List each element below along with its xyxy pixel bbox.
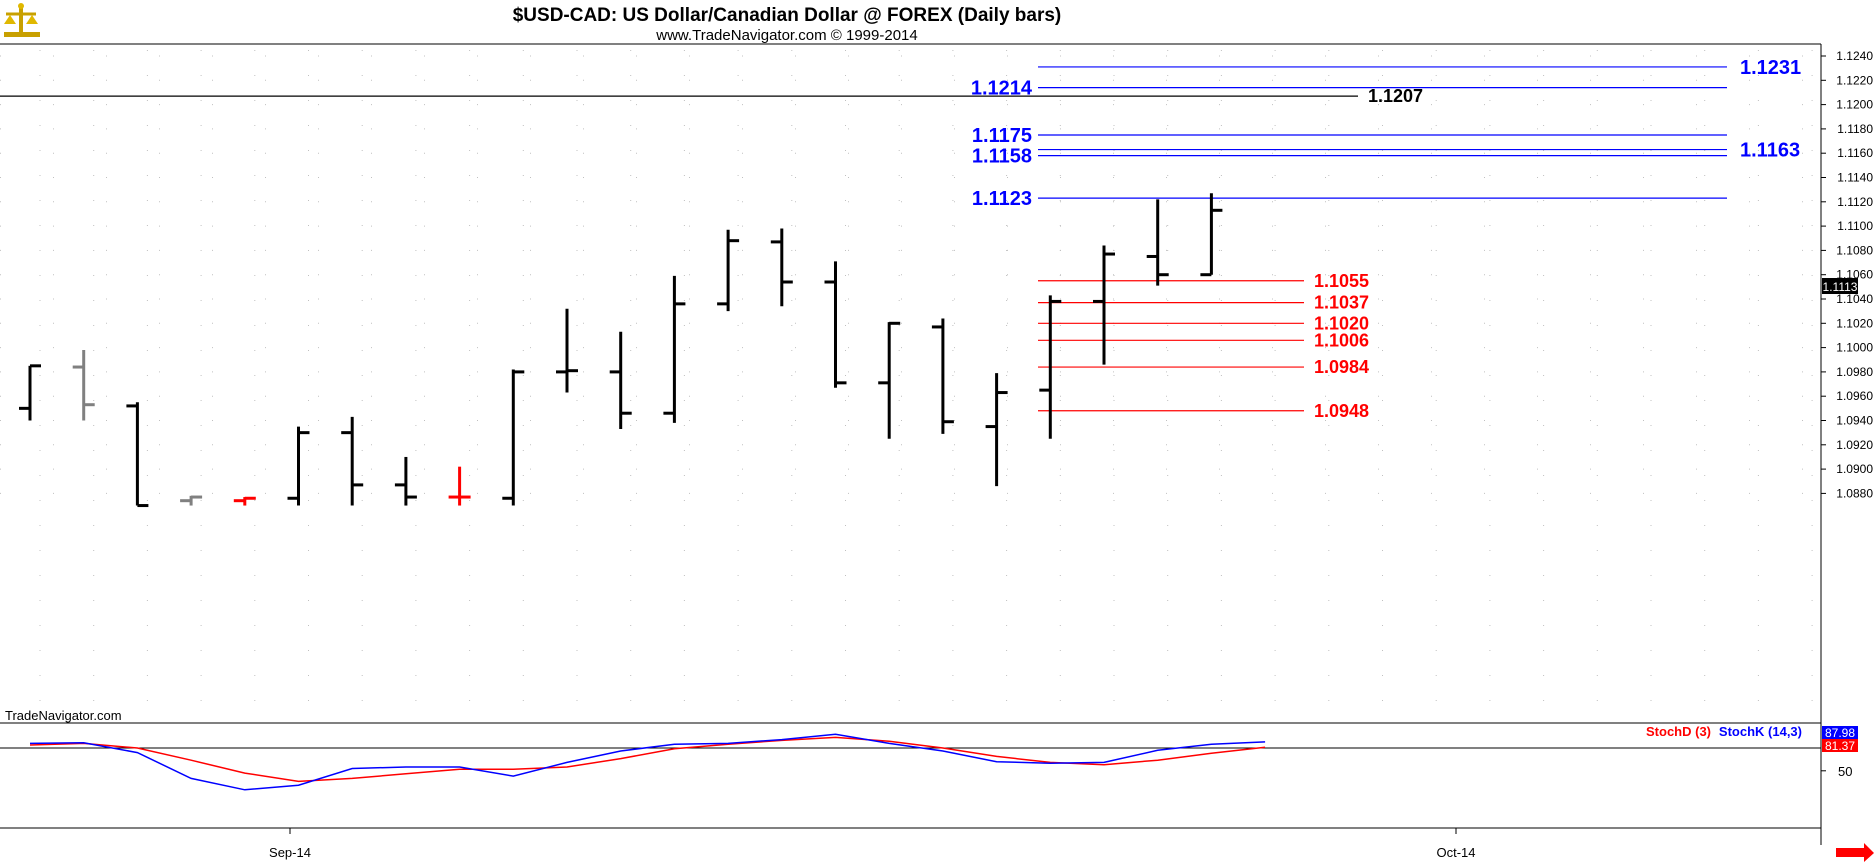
- support-label: 1.1006: [1314, 330, 1369, 350]
- resistance-label: 1.1123: [972, 188, 1032, 210]
- ohlc-bar: [394, 456, 417, 506]
- last-price-tag: [1822, 278, 1858, 294]
- support-label: 1.1055: [1314, 271, 1369, 291]
- price-tick-label: 1.1040: [1836, 292, 1873, 306]
- resistance-label: 1.1175: [972, 125, 1032, 147]
- scales-logo-icon: [4, 3, 40, 37]
- scroll-right-arrow-icon[interactable]: [1836, 843, 1874, 862]
- ohlc-bar: [770, 228, 793, 307]
- date-label: Oct-14: [1436, 845, 1475, 860]
- ohlc-bar: [609, 331, 632, 430]
- ohlc-bar: [1039, 295, 1062, 439]
- resistance-label: 1.1163: [1740, 140, 1800, 162]
- stoch-k-value: 87.98: [1825, 726, 1855, 740]
- ohlc-bar: [72, 350, 95, 421]
- stoch-d-value-tag: [1822, 739, 1858, 752]
- ohlc-bar: [448, 466, 471, 506]
- stoch-k-line: [29, 733, 1266, 791]
- price-tick-label: 1.1140: [1837, 171, 1873, 185]
- ohlc-bar: [931, 318, 954, 434]
- ohlc-bar: [824, 261, 847, 388]
- resistance-label: 1.1214: [971, 78, 1033, 100]
- ohlc-bar: [287, 426, 310, 506]
- stoch-d-value: 81.37: [1825, 739, 1855, 753]
- chart-subtitle: www.TradeNavigator.com © 1999-2014: [655, 27, 917, 44]
- date-label: Sep-14: [269, 845, 311, 860]
- last-price-label: 1.1113: [1823, 280, 1858, 294]
- price-tick-label: 1.0880: [1836, 486, 1873, 500]
- logo: [4, 3, 40, 37]
- price-tick-label: 1.1160: [1837, 146, 1873, 160]
- ohlc-bar: [233, 496, 256, 506]
- ohlc-bar: [663, 275, 686, 423]
- chart-title: $USD-CAD: US Dollar/Canadian Dollar @ FO…: [513, 5, 1062, 26]
- ohlc-bar: [1093, 245, 1115, 365]
- price-bars: [19, 193, 1223, 508]
- stoch-d-legend: StochD (3): [1646, 724, 1711, 739]
- levels: 1.1207 1.1231 1.1214 1.1175 1.1163 1.1158 1.11…: [0, 57, 1801, 421]
- ohlc-bar: [878, 321, 901, 439]
- price-tick-label: 1.0920: [1836, 438, 1873, 452]
- ohlc-bar: [341, 416, 364, 506]
- ohlc-bar: [502, 369, 525, 506]
- price-axis: 1.1240 1.1220 1.1200 1.1180 1.1160 1.1140 1.11…: [1821, 49, 1873, 500]
- stoch-k-legend: StochK (14,3): [1719, 724, 1802, 739]
- ohlc-bar: [556, 308, 578, 393]
- stoch-tick-label: 50: [1838, 764, 1852, 779]
- price-tick-label: 1.1180: [1837, 122, 1873, 136]
- ohlc-bar: [1200, 193, 1223, 277]
- support-label: 1.1037: [1314, 293, 1369, 313]
- resistance-label: 1.1158: [972, 146, 1032, 168]
- ohlc-bar: [126, 402, 149, 508]
- support-label: 1.1020: [1314, 313, 1369, 333]
- price-tick-label: 1.1120: [1837, 195, 1873, 209]
- price-tick-label: 1.1100: [1837, 219, 1873, 233]
- price-tick-label: 1.0980: [1836, 365, 1873, 379]
- price-tick-label: 1.1200: [1836, 98, 1873, 112]
- level-label-1207: 1.1207: [1368, 86, 1423, 106]
- ohlc-bar: [717, 229, 740, 312]
- price-tick-label: 1.1220: [1836, 73, 1873, 87]
- support-label: 1.0948: [1314, 401, 1369, 421]
- date-axis: Sep-14 Oct-14: [269, 828, 1476, 860]
- watermark: TradeNavigator.com: [5, 708, 122, 723]
- price-tick-label: 1.0960: [1836, 389, 1873, 403]
- price-tick-label: 1.1000: [1836, 341, 1873, 355]
- ohlc-bar: [180, 495, 203, 506]
- ohlc-bar: [1146, 199, 1169, 286]
- price-tick-label: 1.1240: [1836, 49, 1873, 63]
- stoch-k-value-tag: [1822, 726, 1858, 739]
- ohlc-bar: [985, 373, 1008, 487]
- price-tick-label: 1.0900: [1836, 462, 1873, 476]
- resistance-label: 1.1231: [1740, 57, 1801, 79]
- support-label: 1.0984: [1314, 357, 1369, 377]
- ohlc-bar: [19, 364, 41, 421]
- price-tick-label: 1.1080: [1836, 243, 1873, 257]
- price-tick-label: 1.1020: [1836, 316, 1873, 330]
- price-tick-label: 1.0940: [1836, 414, 1873, 428]
